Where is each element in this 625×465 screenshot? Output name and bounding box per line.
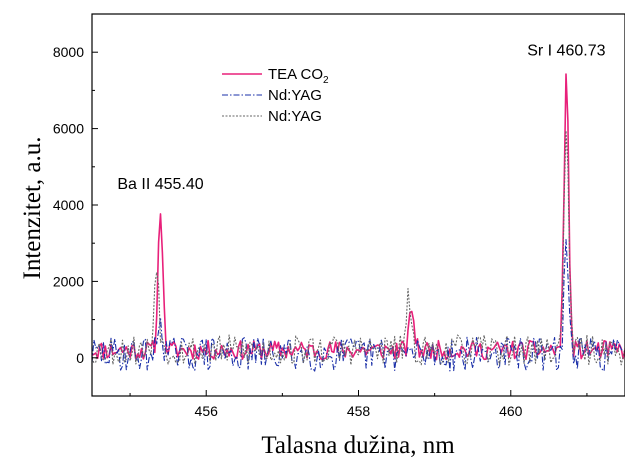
- x-tick-label: 458: [347, 403, 371, 419]
- y-tick-label: 8000: [53, 44, 84, 60]
- series-line-2: [92, 238, 625, 372]
- annotation-label: Ba II 455.40: [117, 176, 203, 193]
- series-line-3: [92, 130, 625, 366]
- y-tick-label: 0: [76, 350, 84, 366]
- x-axis-label: Talasna dužina, nm: [261, 432, 455, 459]
- legend-label: TEA CO2: [268, 66, 329, 86]
- series-layer: [92, 73, 625, 372]
- annotation-layer: Ba II 455.40 Sr I 460.73: [117, 42, 605, 193]
- annotation-label: Sr I 460.73: [527, 42, 605, 59]
- legend-label: Nd:YAG: [268, 87, 322, 104]
- y-tick-label: 6000: [53, 121, 84, 137]
- x-tick-label: 460: [499, 403, 523, 419]
- y-tick-label: 4000: [53, 197, 84, 213]
- y-axis-label: Intenzitet, a.u.: [19, 137, 46, 280]
- axes-layer: 456 458 460 0 2000 4000 6000 8000: [53, 13, 588, 419]
- x-tick-label: 456: [195, 403, 219, 419]
- y-tick-label: 2000: [53, 273, 84, 289]
- legend-label: Nd:YAG: [268, 108, 322, 125]
